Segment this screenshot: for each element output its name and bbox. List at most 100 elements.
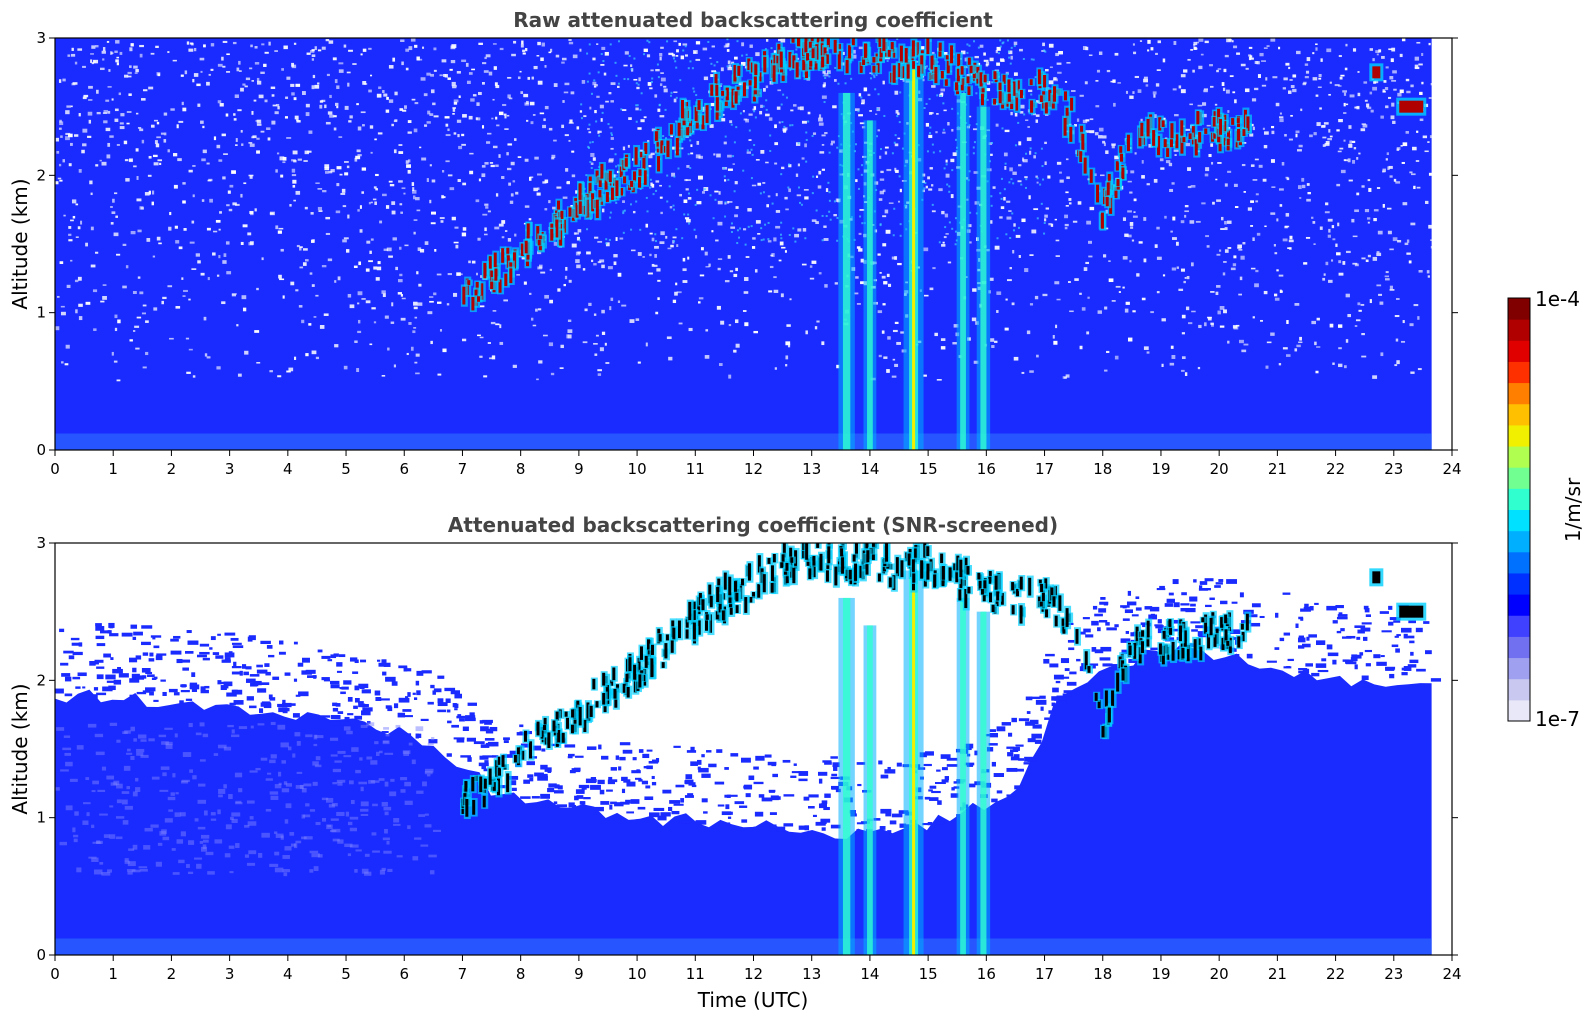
panel-screened: Attenuated backscattering coefficient (S… [8,513,1462,1012]
x-tick-label: 0 [50,965,60,983]
y-tick-label: 0 [36,441,46,459]
x-tick-label: 1 [108,460,118,478]
x-tick-label: 3 [225,965,235,983]
precip-shaft-core [960,597,966,955]
cloud-patch [1372,571,1381,584]
precip-shaft-core [842,597,851,955]
colorbar-swatch [1508,488,1530,510]
precip-shaft-core [842,92,851,450]
x-tick-label: 19 [1151,460,1170,478]
x-tick-label: 1 [108,965,118,983]
colorbar-swatch [1508,572,1530,595]
x-tick-label: 24 [1442,460,1461,478]
x-tick-label: 6 [399,460,409,478]
x-tick-label: 7 [458,460,468,478]
y-axis-label-raw: Altitude (km) [8,178,32,309]
x-axis-raw: 0 1 2 3 4 5 6 7 8 9 10 11 12 13 14 15 16 17 18 19 20 21 22 23 24 [50,450,1462,478]
x-tick-label: 5 [341,460,351,478]
x-tick-label: 2 [167,965,177,983]
colorbar-unit-label: 1/m/sr [1561,477,1585,542]
colorbar-swatch [1508,467,1530,489]
ground-band [55,938,1432,955]
x-tick-label: 15 [919,460,938,478]
precip-shafts [838,65,991,450]
colorbar-min-label: 1e-7 [1535,707,1580,731]
x-tick-label: 23 [1384,460,1403,478]
ground-band [55,433,1432,450]
x-tick-label: 14 [860,460,879,478]
colorbar-gradient [1508,298,1530,722]
x-tick-label: 12 [744,460,763,478]
colorbar-swatch [1508,340,1530,362]
x-tick-label: 15 [919,965,938,983]
heatmap-raw [55,38,1436,450]
x-tick-label: 0 [50,460,60,478]
x-tick-label: 10 [628,965,647,983]
precip-shaft-core [980,106,987,450]
x-tick-label: 8 [516,965,526,983]
x-tick-label: 18 [1093,460,1112,478]
x-axis-label: Time (UTC) [697,988,809,1012]
y-axis-raw: 0 1 2 3 [36,29,1458,459]
colorbar-swatch [1508,361,1530,384]
x-tick-label: 23 [1384,965,1403,983]
cloud-layer [460,38,1427,313]
x-tick-label: 16 [977,965,996,983]
precip-shaft-core [867,625,873,955]
x-tick-label: 17 [1035,965,1054,983]
colorbar-swatch [1508,530,1530,553]
x-tick-label: 13 [802,965,821,983]
x-tick-label: 20 [1210,965,1229,983]
noise-speckle [55,38,1436,382]
precip-shaft-peak [912,570,916,955]
x-tick-label: 11 [686,965,705,983]
colorbar-swatch [1508,699,1530,722]
colorbar-swatch [1508,382,1530,405]
x-tick-label: 16 [977,460,996,478]
x-tick-label: 10 [628,460,647,478]
y-tick-label: 0 [36,946,46,964]
precip-shaft-core [867,120,873,450]
colorbar-swatch [1508,594,1530,616]
signal-region [55,38,1432,450]
y-tick-label: 2 [36,671,46,689]
cloud-patch [1372,66,1381,79]
x-tick-label: 18 [1093,965,1112,983]
panel-title-raw: Raw attenuated backscattering coefficien… [513,8,993,32]
colorbar-frame [1507,297,1531,722]
x-tick-label: 24 [1442,965,1461,983]
x-tick-label: 2 [167,460,177,478]
x-tick-label: 5 [341,965,351,983]
x-tick-label: 13 [802,460,821,478]
panel-raw: Raw attenuated backscattering coefficien… [8,8,1462,478]
x-tick-label: 19 [1151,965,1170,983]
x-tick-label: 3 [225,460,235,478]
x-tick-label: 9 [574,965,584,983]
x-tick-label: 12 [744,965,763,983]
colorbar-swatch [1508,636,1530,659]
colorbar-swatch [1508,551,1530,574]
heatmap-screened [55,543,1442,955]
x-tick-label: 9 [574,460,584,478]
colorbar-swatch [1508,678,1530,701]
x-tick-label: 17 [1035,460,1054,478]
x-tick-label: 7 [458,965,468,983]
precip-shaft-core [980,611,987,955]
cloud-patch [1399,100,1424,113]
y-tick-label: 2 [36,166,46,184]
precip-shafts [838,570,991,955]
cloud-patch [1399,605,1424,618]
colorbar-swatch [1508,424,1530,447]
colorbar-swatch [1508,446,1530,468]
cloud-layer [459,543,1427,819]
y-tick-label: 1 [36,304,46,322]
y-axis-label-screened: Altitude (km) [8,683,32,814]
precip-shaft-core [960,92,966,450]
x-tick-label: 20 [1210,460,1229,478]
screened-signal-region [55,645,1432,955]
x-tick-label: 4 [283,965,293,983]
colorbar-swatch [1508,319,1530,341]
colorbar-swatch [1508,298,1530,320]
colorbar-swatch [1508,657,1530,680]
x-tick-label: 22 [1326,460,1345,478]
